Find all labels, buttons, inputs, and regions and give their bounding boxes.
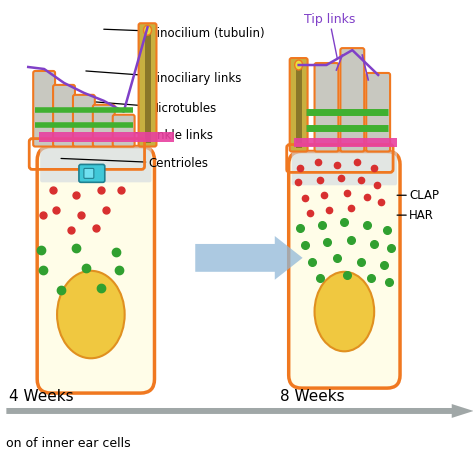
FancyBboxPatch shape — [53, 85, 75, 146]
FancyBboxPatch shape — [73, 95, 95, 146]
FancyBboxPatch shape — [340, 48, 364, 152]
Bar — [294, 137, 397, 146]
FancyBboxPatch shape — [315, 63, 338, 152]
FancyBboxPatch shape — [366, 73, 390, 152]
Bar — [296, 62, 301, 147]
FancyBboxPatch shape — [93, 105, 115, 146]
Text: HAR: HAR — [397, 209, 434, 222]
FancyBboxPatch shape — [113, 115, 135, 146]
Text: on of inner ear cells: on of inner ear cells — [6, 437, 131, 450]
FancyBboxPatch shape — [84, 168, 94, 178]
Ellipse shape — [144, 25, 152, 35]
FancyBboxPatch shape — [37, 146, 155, 393]
Text: Microtubles: Microtubles — [81, 101, 217, 115]
FancyBboxPatch shape — [40, 146, 152, 182]
FancyArrow shape — [195, 236, 302, 280]
Bar — [145, 27, 151, 143]
Text: Centrioles: Centrioles — [61, 157, 209, 170]
FancyBboxPatch shape — [292, 152, 397, 185]
Text: Tip links: Tip links — [304, 13, 355, 59]
FancyBboxPatch shape — [79, 164, 105, 182]
FancyArrow shape — [6, 404, 474, 418]
Bar — [39, 132, 174, 142]
Text: Kinocilium (tubulin): Kinocilium (tubulin) — [104, 27, 264, 40]
Ellipse shape — [315, 272, 374, 351]
Text: Kinociliary links: Kinociliary links — [86, 71, 241, 85]
Ellipse shape — [57, 271, 125, 358]
Text: 8 Weeks: 8 Weeks — [280, 389, 345, 404]
FancyBboxPatch shape — [289, 152, 400, 388]
Text: 4 Weeks: 4 Weeks — [9, 389, 74, 404]
Text: CLAP: CLAP — [397, 189, 439, 202]
FancyBboxPatch shape — [33, 71, 55, 146]
Ellipse shape — [295, 60, 302, 70]
Text: Ankle links: Ankle links — [73, 128, 212, 142]
FancyBboxPatch shape — [290, 58, 308, 152]
FancyBboxPatch shape — [138, 23, 156, 146]
